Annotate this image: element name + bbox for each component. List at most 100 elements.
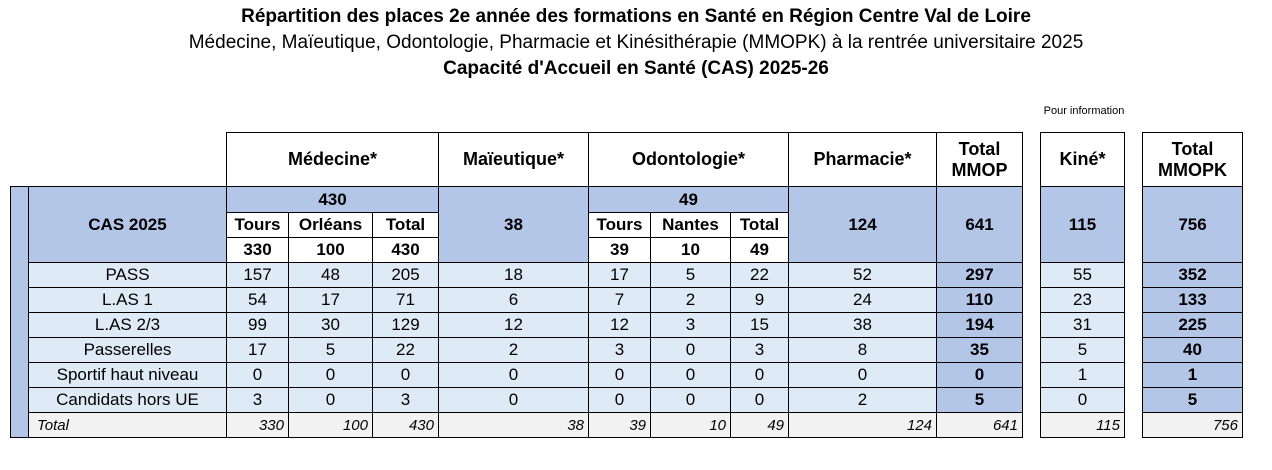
total-label: Total (28, 412, 227, 438)
cell: 0 (730, 362, 789, 388)
cell: 0 (438, 362, 589, 388)
cell: 18 (438, 262, 589, 288)
cell: 5 (1040, 337, 1125, 363)
cas-odontologie-total: 49 (588, 186, 789, 213)
cell: 99 (226, 312, 289, 338)
table-row: Sportif haut niveau 0 0 0 0 0 0 0 0 0 1 … (11, 362, 1243, 388)
cell-total-mmopk: 5 (1142, 387, 1243, 413)
cell: 3 (226, 387, 289, 413)
cell: 2 (788, 387, 937, 413)
cell: 48 (288, 262, 373, 288)
table-row: Candidats hors UE 3 0 3 0 0 0 0 2 5 0 5 (11, 387, 1243, 413)
cell: 3 (372, 387, 439, 413)
kine-note: Pour information (1043, 105, 1125, 117)
cell: 12 (438, 312, 589, 338)
cas-kine: 115 (1040, 186, 1125, 263)
cell: 0 (650, 362, 731, 388)
cell: 12 (588, 312, 651, 338)
cell: 52 (788, 262, 937, 288)
header-kine: Kiné* (1040, 132, 1125, 187)
cell: 5 (650, 262, 731, 288)
cell-total-mmop: 110 (936, 287, 1023, 313)
row-label: Sportif haut niveau (28, 362, 227, 388)
cas-odo-nantes: 10 (650, 237, 731, 263)
cell: 17 (288, 287, 373, 313)
total-cell: 330 (226, 412, 289, 438)
cell-total-mmopk: 225 (1142, 312, 1243, 338)
header-maieutique: Maïeutique* (438, 132, 589, 187)
cell: 9 (730, 287, 789, 313)
table-row: PASS 157 48 205 18 17 5 22 52 297 55 352 (11, 262, 1243, 288)
total-cell: 49 (730, 412, 789, 438)
cas-total-mmop: 641 (936, 186, 1023, 263)
cas-med-total: 430 (372, 237, 439, 263)
cas-total-mmopk: 756 (1142, 186, 1243, 263)
header-total-mmopk: Total MMOPK (1142, 132, 1243, 187)
cell: 0 (372, 362, 439, 388)
title-line-3: Capacité d'Accueil en Santé (CAS) 2025-2… (443, 58, 829, 79)
cell-total-mmopk: 352 (1142, 262, 1243, 288)
cell-total-mmop: 194 (936, 312, 1023, 338)
cas-odo-total: 49 (730, 237, 789, 263)
table-row: Passerelles 17 5 22 2 3 0 3 8 35 5 40 (11, 337, 1243, 363)
sub-med-tours: Tours (226, 212, 289, 238)
sub-odo-tours: Tours (588, 212, 651, 238)
cell: 0 (650, 337, 731, 363)
cell: 205 (372, 262, 439, 288)
header-medecine: Médecine* (226, 132, 439, 187)
table-row: L.AS 1 54 17 71 6 7 2 9 24 110 23 133 (11, 287, 1243, 313)
total-cell: 39 (588, 412, 651, 438)
cell: 3 (588, 337, 651, 363)
cell: 22 (730, 262, 789, 288)
cell: 38 (788, 312, 937, 338)
total-cell: 115 (1040, 412, 1125, 438)
header-odontologie: Odontologie* (588, 132, 789, 187)
cas-med-orleans: 100 (288, 237, 373, 263)
cell: 22 (372, 337, 439, 363)
total-row: Total 330 100 430 38 39 10 49 124 641 11… (11, 412, 1243, 438)
cell: 0 (788, 362, 937, 388)
cell: 0 (588, 362, 651, 388)
cell: 0 (650, 387, 731, 413)
cell: 2 (438, 337, 589, 363)
cell: 17 (226, 337, 289, 363)
total-cell: 124 (788, 412, 937, 438)
cell: 7 (588, 287, 651, 313)
table-row: L.AS 2/3 99 30 129 12 12 3 15 38 194 31 … (11, 312, 1243, 338)
total-cell: 641 (936, 412, 1023, 438)
header-pharmacie: Pharmacie* (788, 132, 937, 187)
row-label: L.AS 2/3 (28, 312, 227, 338)
cell: 31 (1040, 312, 1125, 338)
cell-total-mmop: 5 (936, 387, 1023, 413)
sub-odo-total: Total (730, 212, 789, 238)
cell: 5 (288, 337, 373, 363)
cell: 0 (288, 387, 373, 413)
cas-odo-tours: 39 (588, 237, 651, 263)
sub-odo-nantes: Nantes (650, 212, 731, 238)
total-cell: 756 (1142, 412, 1243, 438)
cas-pharmacie: 124 (788, 186, 937, 263)
cell: 0 (1040, 387, 1125, 413)
cell: 0 (588, 387, 651, 413)
sub-med-orleans: Orléans (288, 212, 373, 238)
total-cell: 38 (438, 412, 589, 438)
cell: 23 (1040, 287, 1125, 313)
title-line-1: Répartition des places 2e année des form… (241, 6, 1031, 27)
row-label: L.AS 1 (28, 287, 227, 313)
total-cell: 430 (372, 412, 439, 438)
sub-med-total: Total (372, 212, 439, 238)
cas-med-tours: 330 (226, 237, 289, 263)
cas-label: CAS 2025 (28, 186, 227, 263)
cell: 15 (730, 312, 789, 338)
cell: 129 (372, 312, 439, 338)
cell: 17 (588, 262, 651, 288)
cell: 24 (788, 287, 937, 313)
cell: 6 (438, 287, 589, 313)
cell-total-mmop: 297 (936, 262, 1023, 288)
row-label: Candidats hors UE (28, 387, 227, 413)
cell: 8 (788, 337, 937, 363)
cell-total-mmopk: 133 (1142, 287, 1243, 313)
cell: 0 (226, 362, 289, 388)
header-total-mmop: Total MMOP (936, 132, 1023, 187)
cell: 3 (650, 312, 731, 338)
